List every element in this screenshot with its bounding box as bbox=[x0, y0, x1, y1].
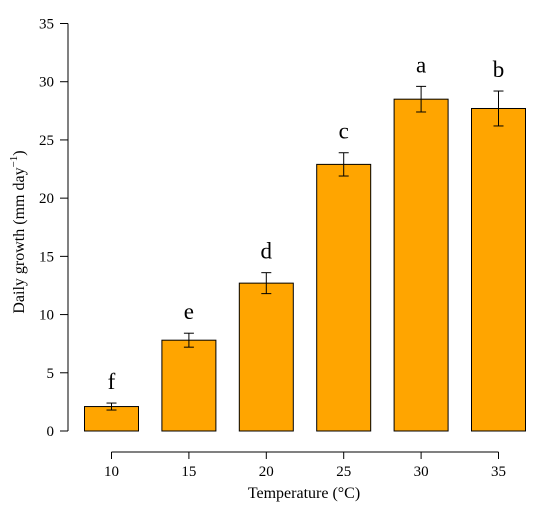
bar-35 bbox=[471, 107, 526, 432]
bar-10 bbox=[84, 406, 139, 432]
significance-letter: f bbox=[108, 369, 116, 394]
x-tick-label: 20 bbox=[259, 464, 274, 480]
y-axis-label-close: ) bbox=[11, 150, 28, 155]
significance-letter: d bbox=[261, 239, 273, 264]
x-tick-label: 25 bbox=[336, 464, 351, 480]
y-tick-label: 25 bbox=[39, 133, 54, 149]
bar-20 bbox=[238, 282, 294, 432]
y-tick-label: 20 bbox=[39, 191, 54, 207]
y-axis-label-main: Daily growth (mm day bbox=[11, 167, 28, 313]
x-tick-label: 10 bbox=[104, 464, 119, 480]
x-tick-label: 30 bbox=[414, 464, 429, 480]
significance-letter: a bbox=[416, 52, 426, 77]
y-axis-ticks: 0 5 10 15 20 25 30 35 bbox=[39, 17, 68, 440]
y-axis-label-superscript: −1 bbox=[8, 156, 20, 168]
bar-25 bbox=[316, 163, 372, 432]
y-tick-label: 0 bbox=[47, 424, 55, 440]
bar-15 bbox=[161, 339, 217, 432]
y-tick-label: 15 bbox=[39, 249, 54, 265]
y-axis-label: Daily growth (mm day−1) bbox=[8, 150, 28, 313]
x-axis-ticks: 10 15 20 25 30 35 bbox=[104, 452, 506, 480]
y-tick-label: 10 bbox=[39, 308, 54, 324]
bars: f e d c a b bbox=[84, 52, 526, 432]
x-tick-label: 15 bbox=[181, 464, 196, 480]
bar-30 bbox=[393, 98, 449, 432]
y-tick-label: 30 bbox=[39, 75, 54, 91]
y-tick-label: 35 bbox=[39, 17, 54, 33]
x-tick-label: 35 bbox=[491, 464, 506, 480]
x-axis-label: Temperature (°C) bbox=[248, 485, 360, 502]
significance-letter: e bbox=[184, 299, 194, 324]
y-tick-label: 5 bbox=[47, 366, 55, 382]
significance-letter: c bbox=[339, 119, 349, 144]
significance-letter: b bbox=[493, 57, 505, 82]
